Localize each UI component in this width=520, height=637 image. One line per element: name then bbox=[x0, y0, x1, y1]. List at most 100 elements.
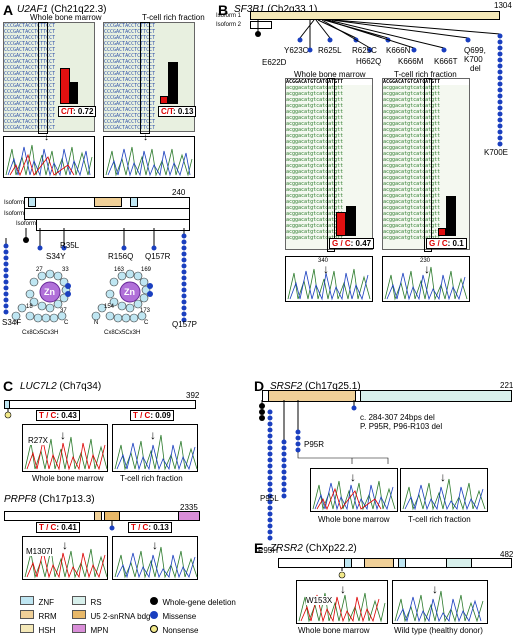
ratio-a1: C/T: 0.72 bbox=[58, 106, 97, 117]
legend-item: MPN bbox=[72, 620, 108, 637]
isoform-b-label: Isoform b bbox=[4, 211, 30, 217]
mut-q157p: Q157P bbox=[172, 320, 197, 329]
mut-w153x: W153X bbox=[306, 596, 333, 605]
black-bar-a1 bbox=[70, 82, 78, 104]
black-bar-b2 bbox=[446, 196, 456, 236]
ratio-c4: T / C: 0.13 bbox=[128, 522, 172, 533]
chromatogram-a2 bbox=[103, 136, 195, 178]
isoform-a-label: Isoform a bbox=[4, 200, 30, 206]
mut-del: del bbox=[470, 64, 481, 73]
zn-num: 169 bbox=[141, 267, 152, 273]
ratio-c3: T / C: 0.41 bbox=[36, 522, 80, 533]
trace-d2 bbox=[402, 478, 486, 511]
mut-k666t: K666T bbox=[434, 57, 458, 66]
panel-b-title: SF3B1 (Ch2q33.1) bbox=[234, 4, 317, 15]
rs-domain bbox=[360, 390, 512, 402]
mut-q157r: Q157R bbox=[145, 252, 171, 261]
arrow-down-icon: ↓ bbox=[340, 582, 346, 596]
legend-item: RS bbox=[72, 592, 102, 610]
legend-item: U5 2-snRNA bdg bbox=[72, 606, 150, 624]
trace-a1 bbox=[5, 144, 93, 177]
chromatogram-a1 bbox=[3, 136, 95, 178]
panel-a-locus: (Ch21q22.3) bbox=[50, 4, 107, 15]
red-bar-a2 bbox=[160, 96, 168, 104]
u5-swatch bbox=[72, 610, 86, 619]
prpf8-gene: PRPF8 bbox=[4, 494, 37, 505]
panel-c-title-1: LUC7L2 (Ch7q34) bbox=[20, 381, 101, 392]
panel-a-col1: Whole bone marrow bbox=[30, 13, 102, 22]
ratio-a2: C/T: 0.13 bbox=[158, 106, 197, 117]
panel-b-mutation-lollipops bbox=[255, 19, 503, 147]
highlight-column bbox=[424, 78, 432, 252]
mut-k700e: K700E bbox=[484, 148, 509, 157]
znf-domain bbox=[398, 558, 406, 568]
luc7l2-length: 392 bbox=[186, 391, 200, 400]
chromatogram-d2 bbox=[400, 468, 488, 512]
panel-d-label: D bbox=[254, 378, 265, 394]
isoform-2-label: Isoform 2 bbox=[216, 22, 242, 28]
mut-k700: K700 bbox=[464, 55, 483, 64]
nonsense-icon bbox=[4, 411, 12, 419]
ratio-c2: T / C: 0.09 bbox=[130, 410, 174, 421]
mut-r625c: R625C bbox=[352, 46, 377, 55]
black-bar-b1 bbox=[346, 206, 356, 236]
panel-a-col2: T-cell rich fraction bbox=[142, 13, 205, 22]
seq-rows: CCCGACTACCTCTTCCT CCCGACTACCTCTTCCT CCCGAC… bbox=[104, 23, 156, 131]
n-term: N bbox=[14, 320, 19, 326]
znf-swatch bbox=[20, 596, 34, 605]
seq-rows: acggacatgtcatcatgtt acggacatgtcatcatgtt ac… bbox=[383, 85, 441, 241]
arrow-down-icon: ↓ bbox=[143, 132, 148, 143]
panel-e-col2: Wild type (healthy donor) bbox=[394, 626, 483, 635]
mut-h662q: H662Q bbox=[356, 57, 382, 66]
trace-e1 bbox=[298, 592, 386, 623]
zinc-finger-diagrams bbox=[11, 269, 153, 323]
red-bar-b1 bbox=[336, 212, 346, 236]
panel-a-gene: U2AF1 bbox=[17, 4, 49, 15]
chromatogram-b1 bbox=[285, 256, 373, 302]
mut-p95l: P95L bbox=[260, 494, 279, 503]
panel-e-title: ZRSR2 (ChXp22.2) bbox=[270, 543, 357, 554]
seq-rows: CCCGACTACCTCTTCCT CCCGACTACCTCTTCCT CCCGAC… bbox=[4, 23, 56, 131]
zn-num: 18 bbox=[26, 304, 33, 310]
mut-s34f: S34F bbox=[2, 318, 22, 327]
hsh-swatch bbox=[20, 624, 34, 633]
chromatogram-e2 bbox=[392, 580, 488, 624]
panel-b-locus: (Ch2q33.1) bbox=[267, 4, 318, 15]
mut-r35l: R35L bbox=[60, 241, 80, 250]
arrow-down-icon: ↓ bbox=[440, 470, 446, 484]
mpn-swatch bbox=[72, 624, 86, 633]
mut-p95r: P95R bbox=[304, 440, 325, 449]
chromatogram-c4 bbox=[112, 536, 198, 580]
panel-a-title: U2AF1 (Ch21q22.3) bbox=[17, 4, 107, 15]
isoform-1-label: Isoform 1 bbox=[216, 13, 242, 19]
panel-d-mutation-lollipops bbox=[259, 400, 389, 541]
trace-c1 bbox=[24, 436, 108, 471]
zn-num: 33 bbox=[62, 267, 69, 273]
ratio-c1: T / C: 0.43 bbox=[36, 410, 80, 421]
isoform-2-bar bbox=[250, 21, 272, 29]
mut-q699: Q699, bbox=[464, 46, 486, 55]
mut-m1307i: M1307I bbox=[26, 547, 53, 556]
mut-y623c: Y623C bbox=[284, 46, 309, 55]
rrm-domain bbox=[94, 197, 122, 207]
rs-swatch bbox=[72, 596, 86, 605]
rrm-domain bbox=[94, 511, 102, 521]
zrsr2-locus: (ChXp22.2) bbox=[305, 543, 357, 554]
mut-r27x: R27X bbox=[28, 436, 49, 445]
chromatogram-b2 bbox=[382, 256, 470, 302]
missense-icon bbox=[150, 611, 158, 619]
trace-b1 bbox=[287, 268, 371, 301]
trace-e2 bbox=[394, 590, 484, 623]
arrow-down-icon: ↓ bbox=[60, 428, 66, 442]
panel-b-length: 1304 bbox=[494, 1, 512, 10]
panel-e-label: E bbox=[254, 540, 264, 556]
legend-item: HSH bbox=[20, 620, 55, 637]
rrm-domain bbox=[268, 390, 356, 402]
prpf8-length: 2335 bbox=[180, 503, 198, 512]
panel-b-seq-window-1: ACGGACATGTCATCATGTT acggacatgtcatcatgtt a… bbox=[285, 78, 373, 250]
chromatogram-c3 bbox=[22, 536, 108, 580]
red-bar-a1 bbox=[60, 68, 70, 104]
arrow-down-icon: ↓ bbox=[432, 582, 438, 596]
mut-r625l: R625L bbox=[318, 46, 342, 55]
